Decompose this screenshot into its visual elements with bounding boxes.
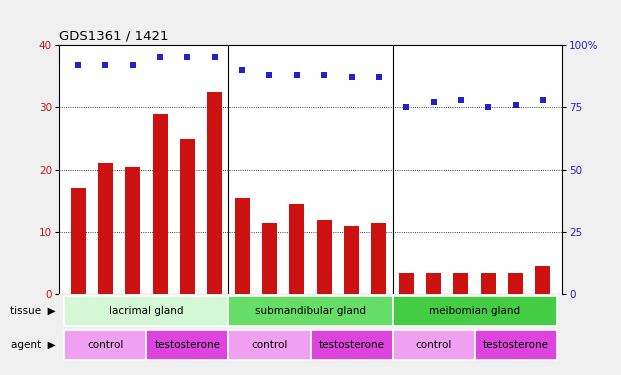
Text: GDS1361 / 1421: GDS1361 / 1421 [59, 30, 168, 42]
Point [319, 72, 329, 78]
Text: lacrimal gland: lacrimal gland [109, 306, 184, 316]
Bar [481, 273, 496, 294]
Bar [508, 273, 523, 294]
Bar [65, 330, 147, 360]
Bar [262, 223, 277, 294]
Point [510, 102, 520, 108]
Text: control: control [252, 340, 288, 350]
Point [292, 72, 302, 78]
Point [483, 104, 493, 110]
Point [538, 97, 548, 103]
Bar [207, 92, 222, 294]
Bar [98, 164, 113, 294]
Point [101, 62, 111, 68]
Point [401, 104, 411, 110]
Point [347, 74, 356, 80]
Bar [392, 296, 556, 326]
Bar [310, 330, 392, 360]
Bar [65, 296, 229, 326]
Point [155, 54, 165, 60]
Bar [180, 138, 195, 294]
Text: meibomian gland: meibomian gland [429, 306, 520, 316]
Bar [229, 296, 392, 326]
Bar [426, 273, 441, 294]
Bar [229, 330, 310, 360]
Text: control: control [88, 340, 124, 350]
Point [456, 97, 466, 103]
Text: submandibular gland: submandibular gland [255, 306, 366, 316]
Point [237, 67, 247, 73]
Bar [392, 330, 474, 360]
Point [128, 62, 138, 68]
Bar [344, 226, 359, 294]
Text: testosterone: testosterone [319, 340, 384, 350]
Point [73, 62, 83, 68]
Bar [153, 114, 168, 294]
Text: control: control [415, 340, 451, 350]
Point [210, 54, 220, 60]
Bar [474, 330, 556, 360]
Bar [453, 273, 468, 294]
Bar [71, 188, 86, 294]
Text: testosterone: testosterone [155, 340, 220, 350]
Point [183, 54, 193, 60]
Bar [289, 204, 304, 294]
Text: agent  ▶: agent ▶ [11, 340, 56, 350]
Point [265, 72, 274, 78]
Bar [125, 166, 140, 294]
Bar [235, 198, 250, 294]
Bar [535, 266, 550, 294]
Point [428, 99, 438, 105]
Bar [147, 330, 229, 360]
Point [374, 74, 384, 80]
Bar [399, 273, 414, 294]
Bar [317, 220, 332, 294]
Text: testosterone: testosterone [483, 340, 548, 350]
Text: tissue  ▶: tissue ▶ [11, 306, 56, 316]
Bar [371, 223, 386, 294]
